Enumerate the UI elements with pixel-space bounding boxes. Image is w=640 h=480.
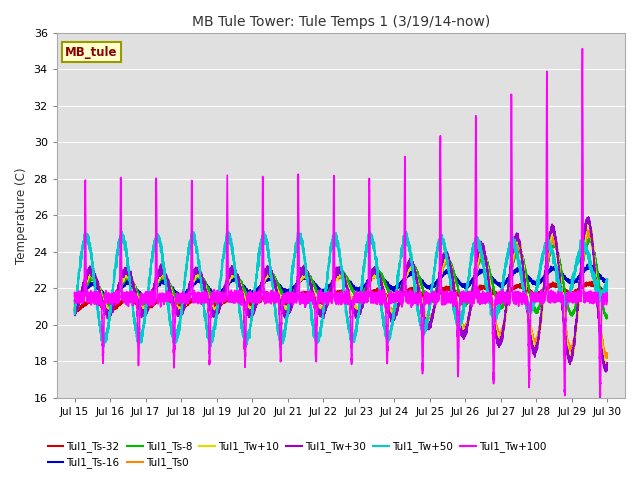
Y-axis label: Temperature (C): Temperature (C) — [15, 167, 28, 264]
Title: MB Tule Tower: Tule Temps 1 (3/19/14-now): MB Tule Tower: Tule Temps 1 (3/19/14-now… — [192, 15, 490, 29]
Legend: Tul1_Ts-32, Tul1_Ts-16, Tul1_Ts-8, Tul1_Ts0, Tul1_Tw+10, Tul1_Tw+30, Tul1_Tw+50,: Tul1_Ts-32, Tul1_Ts-16, Tul1_Ts-8, Tul1_… — [44, 437, 550, 472]
Text: MB_tule: MB_tule — [65, 46, 118, 59]
